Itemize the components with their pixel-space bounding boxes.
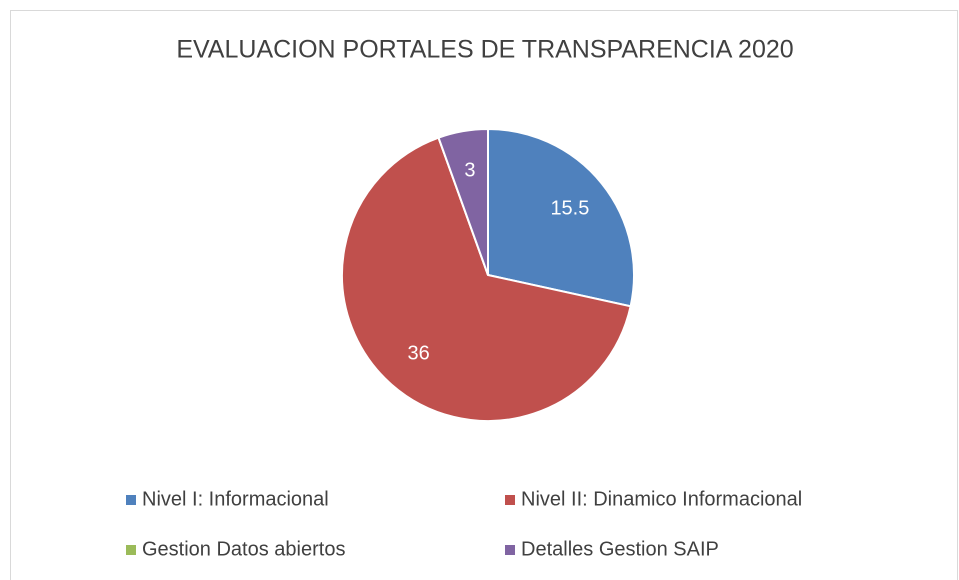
legend-label: Gestion Datos abiertos [142, 538, 345, 560]
data-label: 36 [408, 342, 430, 364]
legend-marker [126, 545, 136, 555]
legend-label: Detalles Gestion SAIP [521, 538, 719, 560]
legend-label: Nivel II: Dinamico Informacional [521, 488, 802, 510]
data-label: 3 [464, 160, 475, 182]
legend-marker [505, 495, 515, 505]
legend-marker [126, 495, 136, 505]
pie-slice [341, 136, 632, 422]
data-label: 15.5 [550, 197, 589, 219]
chart-title: EVALUACION PORTALES DE TRANSPARENCIA 202… [176, 36, 793, 64]
legend-marker [505, 545, 515, 555]
pie-slice [487, 127, 635, 308]
pie-slice [437, 127, 489, 276]
legend-label: Nivel I: Informacional [142, 488, 329, 510]
